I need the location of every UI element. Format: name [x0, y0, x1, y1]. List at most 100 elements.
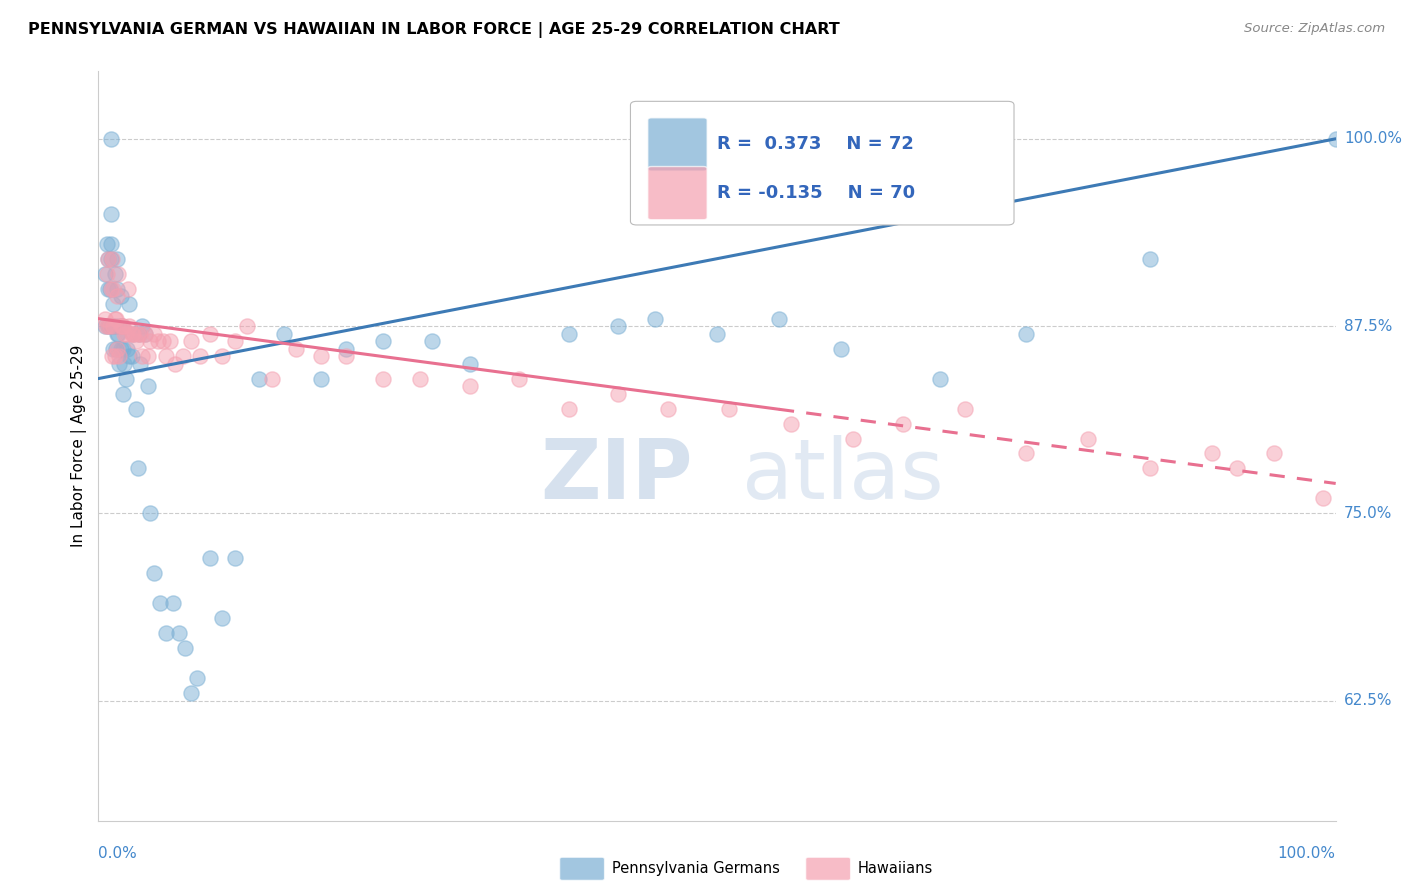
Point	[928, 371, 950, 385]
Text: 62.5%: 62.5%	[1344, 693, 1392, 708]
Point	[335, 342, 357, 356]
Point	[134, 326, 156, 341]
Point	[112, 319, 135, 334]
Point	[124, 334, 146, 348]
Point	[107, 267, 129, 281]
Point	[104, 342, 127, 356]
Point	[93, 319, 115, 334]
Point	[149, 596, 172, 610]
Point	[98, 319, 121, 334]
Point	[224, 551, 246, 566]
Point	[100, 282, 122, 296]
Point	[830, 342, 852, 356]
Point	[100, 236, 122, 251]
Point	[458, 357, 481, 371]
Point	[1324, 132, 1347, 146]
Point	[112, 386, 135, 401]
Point	[224, 334, 246, 348]
Point	[162, 596, 184, 610]
Point	[409, 371, 432, 385]
Point	[557, 326, 579, 341]
Point	[97, 252, 120, 266]
Point	[236, 319, 259, 334]
Point	[211, 349, 233, 363]
Point	[101, 252, 124, 266]
Point	[167, 626, 190, 640]
Text: ZIP: ZIP	[540, 435, 692, 516]
Point	[103, 319, 125, 334]
Point	[1077, 432, 1099, 446]
Point	[607, 386, 630, 401]
Point	[121, 349, 143, 363]
Point	[768, 311, 790, 326]
Point	[247, 371, 270, 385]
Text: 0.0%: 0.0%	[98, 846, 138, 861]
Text: R =  0.373    N = 72: R = 0.373 N = 72	[717, 135, 914, 153]
Point	[96, 236, 118, 251]
Point	[121, 326, 143, 341]
Point	[108, 349, 131, 363]
Text: R = -0.135    N = 70: R = -0.135 N = 70	[717, 184, 915, 202]
Text: 100.0%: 100.0%	[1278, 846, 1336, 861]
Point	[1226, 461, 1249, 475]
Point	[128, 326, 150, 341]
Point	[188, 349, 211, 363]
Point	[122, 326, 145, 341]
Point	[136, 349, 159, 363]
Point	[198, 551, 221, 566]
Point	[1139, 461, 1161, 475]
Point	[103, 267, 125, 281]
Point	[97, 319, 120, 334]
Point	[155, 349, 177, 363]
Point	[103, 311, 125, 326]
Point	[118, 319, 141, 334]
Point	[112, 326, 135, 341]
Point	[112, 342, 135, 356]
Point	[165, 357, 187, 371]
Point	[180, 686, 202, 700]
Point	[139, 507, 162, 521]
Point	[124, 401, 146, 416]
Point	[211, 611, 233, 625]
Point	[131, 319, 153, 334]
Point	[105, 252, 128, 266]
Point	[101, 349, 124, 363]
Point	[107, 326, 129, 341]
Point	[1015, 326, 1038, 341]
Point	[100, 132, 122, 146]
Point	[159, 334, 181, 348]
Point	[891, 417, 914, 431]
Point	[96, 267, 118, 281]
Point	[335, 349, 357, 363]
Point	[100, 207, 122, 221]
Point	[105, 326, 128, 341]
Point	[155, 626, 177, 640]
Point	[1263, 446, 1285, 460]
Point	[111, 319, 134, 334]
Point	[103, 349, 125, 363]
Point	[114, 326, 136, 341]
Text: PENNSYLVANIA GERMAN VS HAWAIIAN IN LABOR FORCE | AGE 25-29 CORRELATION CHART: PENNSYLVANIA GERMAN VS HAWAIIAN IN LABOR…	[28, 22, 839, 38]
Point	[174, 641, 197, 656]
Point	[100, 252, 122, 266]
FancyBboxPatch shape	[648, 118, 707, 171]
Point	[97, 252, 120, 266]
Point	[108, 357, 131, 371]
Point	[180, 334, 202, 348]
Point	[94, 319, 117, 334]
Point	[644, 311, 666, 326]
Point	[718, 401, 741, 416]
Text: atlas: atlas	[742, 435, 943, 516]
Text: 75.0%: 75.0%	[1344, 506, 1392, 521]
Point	[93, 267, 115, 281]
Point	[98, 319, 121, 334]
Point	[118, 349, 141, 363]
Point	[1015, 446, 1038, 460]
Point	[1139, 252, 1161, 266]
Point	[706, 326, 728, 341]
Point	[98, 282, 121, 296]
Point	[118, 296, 141, 310]
Point	[97, 282, 120, 296]
Point	[127, 461, 149, 475]
Point	[657, 401, 679, 416]
